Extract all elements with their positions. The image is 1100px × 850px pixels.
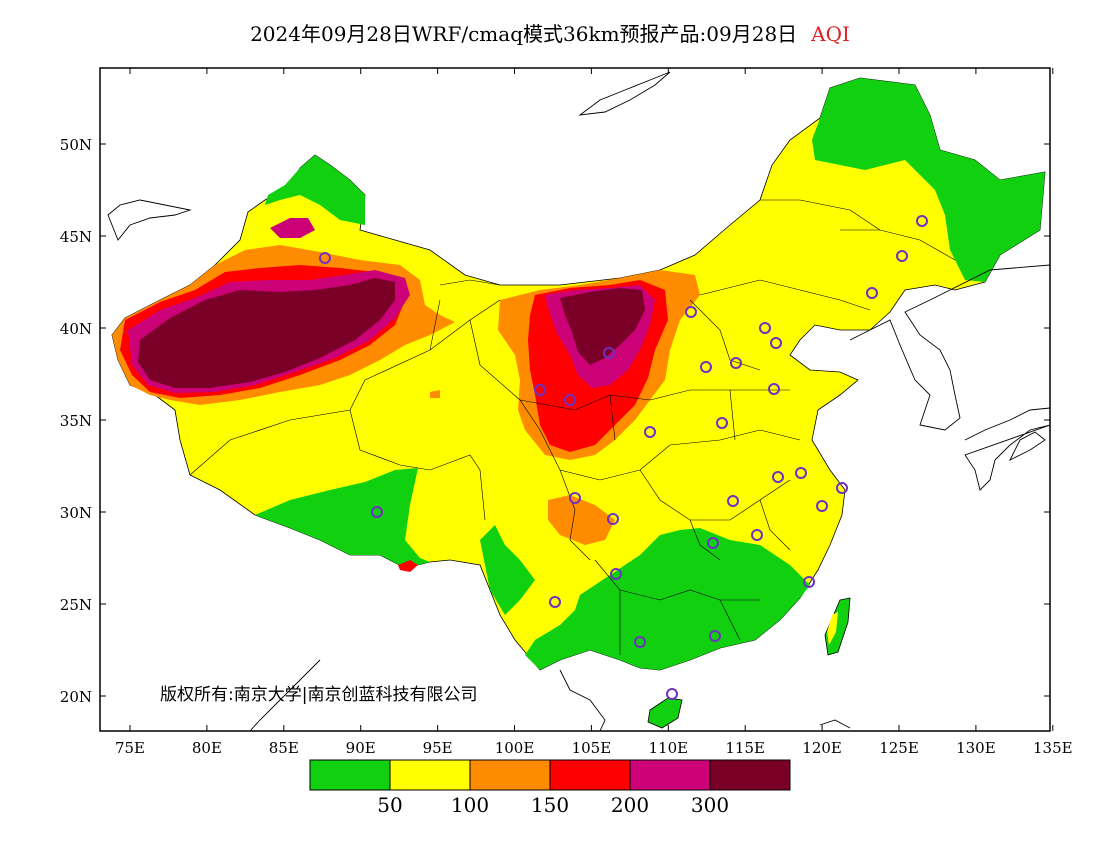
station-marker [709, 630, 721, 642]
region-good-south [525, 528, 810, 670]
x-tick-label: 120E [802, 739, 842, 757]
station-marker [534, 384, 546, 396]
y-tick-label: 35N [60, 412, 92, 430]
x-tick-label: 90E [346, 739, 376, 757]
x-tick-label: 110E [649, 739, 689, 757]
y-tick-label: 45N [60, 228, 92, 246]
x-tick-label: 130E [956, 739, 996, 757]
x-tick-label: 95E [423, 739, 453, 757]
station-marker [716, 417, 728, 429]
region-good-tibet [255, 468, 430, 568]
region-good-yunnan [480, 525, 535, 615]
station-marker [707, 537, 719, 549]
station-marker [644, 426, 656, 438]
region-good-northeast [812, 78, 1045, 282]
x-tick-label: 85E [269, 739, 299, 757]
copyright-notice: 版权所有:南京大学|南京创蓝科技有限公司 [160, 685, 478, 705]
station-marker [700, 361, 712, 373]
station-marker [803, 576, 815, 588]
province-boundaries [189, 199, 956, 655]
x-tick-label: 115E [725, 739, 765, 757]
x-tick-label: 75E [115, 739, 145, 757]
aqi-colorbar: 50 100 150 200 300 [309, 759, 791, 817]
station-marker [759, 322, 771, 334]
title-main: 2024年09月28日WRF/cmaq模式36km预报产品:09月28日 [250, 22, 798, 46]
x-tick-label: 105E [572, 739, 612, 757]
map-title: 2024年09月28日WRF/cmaq模式36km预报产品:09月28日 AQI [0, 18, 1100, 47]
colorbar-label: 200 [611, 793, 649, 817]
y-axis: 50N 45N 40N 35N 30N 25N 20N [60, 136, 1050, 706]
colorbar-segment [309, 759, 391, 791]
region-heavy-kazakh-spot [270, 218, 315, 238]
x-tick-label: 80E [192, 739, 222, 757]
region-light-chongqing [548, 495, 615, 545]
region-light-spot [430, 390, 440, 398]
monitoring-stations [319, 215, 928, 700]
colorbar-label: 100 [451, 793, 489, 817]
station-marker [751, 529, 763, 541]
colorbar-segment [549, 759, 631, 791]
colorbar-segment [469, 759, 551, 791]
y-tick-label: 20N [60, 688, 92, 706]
station-marker [768, 383, 780, 395]
region-severe-north [560, 288, 645, 365]
station-marker [569, 492, 581, 504]
station-marker [816, 500, 828, 512]
colorbar-segment [709, 759, 791, 791]
x-tick-label: 135E [1033, 739, 1073, 757]
title-variable: AQI [811, 22, 850, 46]
x-tick-label: 100E [495, 739, 535, 757]
station-marker [610, 568, 622, 580]
x-tick-label: 125E [879, 739, 919, 757]
station-marker [795, 467, 807, 479]
coastlines [107, 71, 1050, 731]
station-marker [607, 513, 619, 525]
station-marker [371, 506, 383, 518]
station-marker [730, 357, 742, 369]
station-marker [896, 250, 908, 262]
map-frame [99, 67, 1051, 732]
station-marker [772, 471, 784, 483]
station-marker [727, 495, 739, 507]
colorbar-segment [629, 759, 711, 791]
station-marker [564, 394, 576, 406]
station-marker [634, 636, 646, 648]
station-marker [770, 337, 782, 349]
region-moderate-taiwan-west [827, 612, 838, 645]
colorbar-label: 300 [691, 793, 729, 817]
station-marker [836, 482, 848, 494]
y-tick-label: 50N [60, 136, 92, 154]
region-good-northwest [265, 155, 365, 225]
x-axis: 75E 80E 85E 90E 95E 100E 105E 110E 115E 120E 125E 1… [115, 68, 1073, 757]
station-marker [685, 306, 697, 318]
y-tick-label: 30N [60, 504, 92, 522]
region-severe-taklamakan [138, 278, 395, 388]
station-marker [319, 252, 331, 264]
station-marker [866, 287, 878, 299]
station-marker [549, 596, 561, 608]
station-marker [603, 347, 615, 359]
colorbar-label: 150 [531, 793, 569, 817]
region-medium-spot-xizang [398, 560, 418, 572]
y-tick-label: 40N [60, 320, 92, 338]
y-tick-label: 25N [60, 596, 92, 614]
station-marker [916, 215, 928, 227]
map-content [107, 71, 1050, 731]
colorbar-segment [389, 759, 471, 791]
station-marker [666, 688, 678, 700]
colorbar-label: 50 [377, 793, 402, 817]
